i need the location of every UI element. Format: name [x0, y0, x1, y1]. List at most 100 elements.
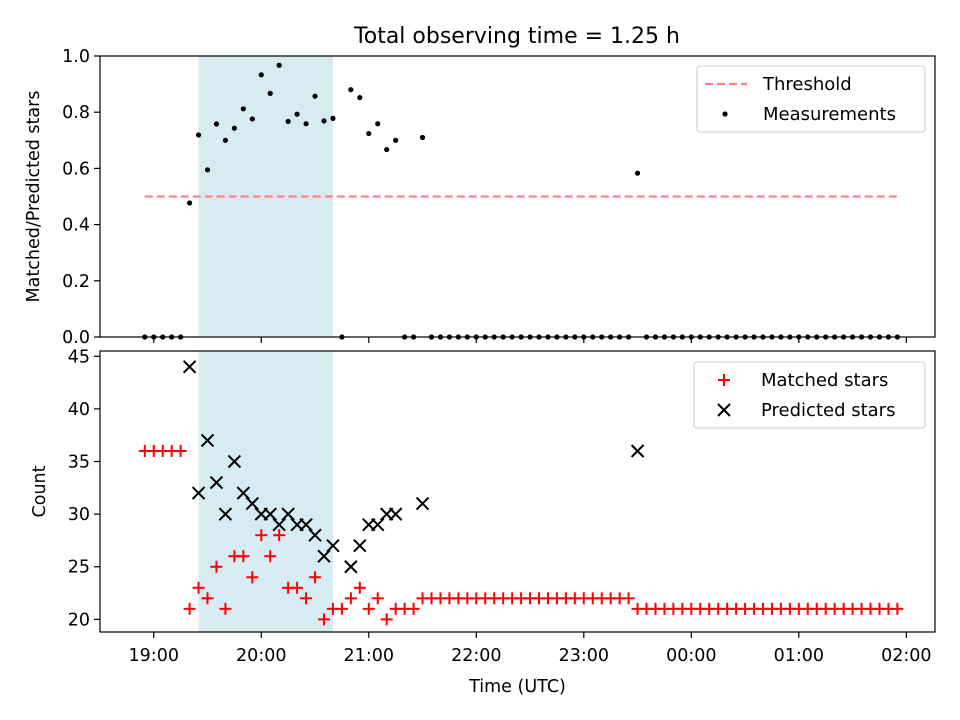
ratio-legend: Threshold Measurements	[696, 65, 926, 133]
count-x-tick-label: 02:00	[881, 646, 931, 666]
matched-stars-point	[246, 571, 259, 584]
count-x-tick-label: 01:00	[774, 646, 824, 666]
measurement-point	[240, 106, 246, 112]
ratio-y-tick-label: 0.8	[62, 103, 90, 123]
predicted-stars-point	[218, 507, 233, 521]
predicted-stars-point	[191, 486, 206, 500]
predicted-stars-point	[272, 517, 286, 532]
measurement-point	[213, 121, 220, 127]
predicted-stars-point	[299, 517, 313, 532]
measurement-point	[321, 118, 327, 124]
measurements-legend-marker	[722, 111, 728, 117]
threshold-legend-label: Threshold	[762, 74, 852, 95]
count-x-tick-label: 21:00	[344, 646, 394, 666]
measurement-point	[330, 115, 336, 121]
matched-stars-point	[344, 592, 357, 605]
matched-stars-point	[273, 529, 286, 542]
measurement-point	[357, 94, 363, 101]
measurement-point	[419, 134, 426, 141]
time-x-axis-label: Time (UTC)	[468, 677, 566, 697]
count-x-tick-label: 20:00	[236, 646, 286, 666]
count-y-tick-label: 40	[68, 400, 90, 420]
matched-stars-point	[201, 592, 214, 605]
predicted-stars-point	[200, 433, 215, 448]
ratio-y-tick-label: 1.0	[62, 47, 90, 67]
count-y-tick-label: 45	[68, 347, 90, 367]
matched-stars-point	[183, 602, 196, 615]
count-axes-frame	[99, 350, 936, 633]
measurement-point	[303, 121, 309, 127]
measurement-point	[267, 90, 273, 96]
matched-stars-point	[380, 613, 393, 626]
matched-stars-point	[371, 592, 384, 605]
count-y-axis-label: Count	[30, 465, 50, 517]
measurement-point	[366, 130, 372, 137]
matched-stars-point	[317, 613, 330, 626]
measurement-point	[285, 118, 291, 125]
ratio-y-tick-label: 0.4	[62, 216, 90, 236]
predicted-stars-point	[227, 454, 242, 469]
predicted-stars-point	[326, 538, 340, 553]
matched-stars-point	[309, 571, 322, 584]
predicted-stars-point	[245, 496, 260, 511]
measurement-point	[634, 170, 641, 176]
count-axes: 20 25 30 35 40 45 19:00 20:00 21:00 22:00 23:00 00:…	[68, 347, 932, 666]
ratio-y-axis-label: Matched/Predicted stars	[24, 91, 44, 303]
figure-title: Total observing time = 1.25 h	[353, 24, 680, 49]
matched-stars-point	[174, 444, 187, 457]
observing-window-shade	[198, 351, 333, 632]
measurement-point	[384, 146, 390, 153]
ratio-y-tick-label: 0.2	[62, 272, 90, 292]
count-legend-box	[693, 361, 926, 429]
predicted-stars-point	[415, 496, 430, 511]
predicted-stars-point	[371, 517, 385, 532]
count-marks	[138, 360, 904, 626]
matched-stars-point	[219, 602, 232, 615]
matched-stars-point	[210, 560, 223, 573]
matched-stars-point	[255, 529, 268, 542]
measurement-point	[204, 167, 211, 173]
matched-stars-point	[264, 550, 277, 563]
predicted-stars-point	[281, 507, 295, 521]
predicted-stars-point	[263, 507, 277, 521]
measurement-point	[276, 62, 282, 68]
predicted-stars-point	[236, 486, 251, 500]
matched-legend-marker	[718, 374, 730, 386]
matched-legend-label: Matched stars	[761, 370, 888, 391]
measurement-point	[249, 116, 255, 122]
predicted-stars-point	[344, 560, 358, 574]
predicted-stars-point	[317, 549, 331, 563]
measurement-point	[231, 125, 237, 131]
count-x-tick-label: 23:00	[559, 646, 609, 666]
matched-stars-point	[622, 592, 635, 605]
count-x-tick-label: 22:00	[451, 646, 501, 666]
matched-stars-point	[192, 581, 205, 594]
ratio-marks	[142, 62, 900, 340]
measurements-legend-label: Measurements	[763, 104, 896, 125]
matched-stars-point	[237, 550, 250, 563]
ratio-y-tick-label: 0.0	[62, 328, 90, 348]
ratio-legend-box	[696, 65, 926, 133]
count-y-tick-label: 30	[68, 505, 90, 525]
count-y-tick-label: 35	[68, 453, 90, 473]
count-y-tick-label: 25	[68, 558, 90, 578]
predicted-legend-marker	[717, 403, 731, 417]
predicted-stars-point	[182, 360, 197, 374]
matched-stars-point	[362, 602, 375, 615]
predicted-stars-point	[630, 444, 645, 458]
predicted-legend-label: Predicted stars	[761, 400, 895, 421]
count-panel: 20 25 30 35 40 45 19:00 20:00 21:00 22:00 23:00 00:…	[30, 347, 936, 697]
count-legend: Matched stars Predicted stars	[693, 361, 926, 429]
matched-stars-point	[291, 581, 304, 594]
measurement-point	[222, 137, 229, 143]
predicted-stars-point	[308, 528, 322, 542]
predicted-stars-point	[209, 475, 224, 490]
matched-stars-point	[335, 602, 348, 615]
count-x-tick-label: 19:00	[129, 646, 179, 666]
count-y-tick-label: 20	[68, 610, 90, 630]
ratio-y-tick-label: 0.6	[62, 159, 90, 179]
predicted-stars-point	[388, 507, 403, 521]
ratio-axes: 0.0 0.2 0.4 0.6 0.8 1.0	[62, 47, 907, 348]
measurement-point	[312, 93, 318, 99]
